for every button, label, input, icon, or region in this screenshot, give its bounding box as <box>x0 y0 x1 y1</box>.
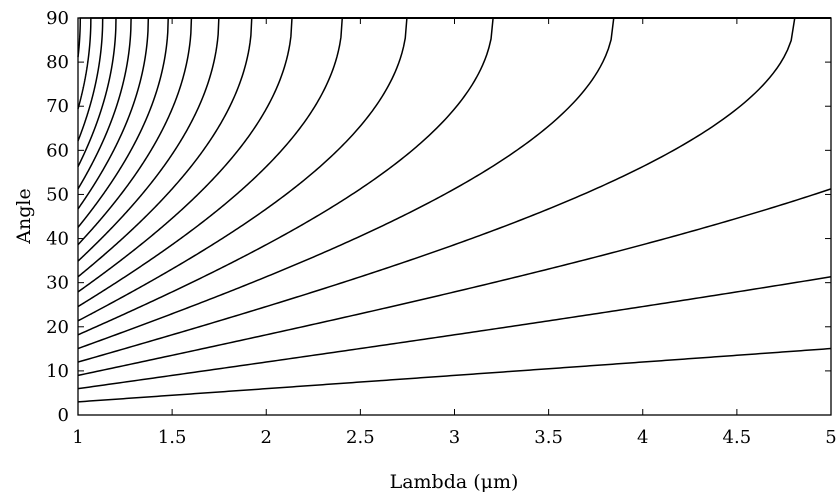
series-line-order-4 <box>77 17 831 363</box>
series-lines <box>77 17 832 403</box>
series-line-order-15 <box>77 17 831 190</box>
axis-ticks <box>77 17 832 416</box>
x-tick-label: 2 <box>261 427 272 448</box>
y-tick-label: 40 <box>46 229 69 250</box>
series-line-order-9 <box>77 17 831 293</box>
x-tick-label: 3.5 <box>534 427 563 448</box>
y-tick-label: 60 <box>46 140 69 161</box>
series-line-order-3 <box>77 188 832 377</box>
series-line-order-1 <box>77 347 832 403</box>
y-tick-label: 50 <box>46 184 69 205</box>
series-line-order-8 <box>77 17 831 308</box>
x-tick-label: 1.5 <box>158 427 187 448</box>
series-line-order-12 <box>77 17 831 246</box>
series-line-order-16 <box>77 17 831 167</box>
series-line-order-18 <box>77 17 831 110</box>
x-tick-label: 4.5 <box>723 427 752 448</box>
series-line-order-11 <box>77 17 831 262</box>
series-line-order-13 <box>77 17 831 228</box>
x-tick-label: 5 <box>825 427 836 448</box>
x-tick-label: 4 <box>637 427 648 448</box>
y-tick-label: 90 <box>46 8 69 29</box>
y-tick-label: 0 <box>58 405 69 426</box>
y-tick-label: 10 <box>46 361 69 382</box>
x-tick-label: 2.5 <box>346 427 375 448</box>
x-tick-label: 1 <box>72 427 83 448</box>
series-line-order-5 <box>77 17 831 350</box>
y-tick-label: 80 <box>46 52 69 73</box>
y-tick-label: 70 <box>46 96 69 117</box>
series-line-order-2 <box>77 276 832 390</box>
series-line-order-14 <box>77 17 831 210</box>
series-line-order-10 <box>77 17 831 278</box>
y-tick-label: 30 <box>46 273 69 294</box>
y-tick-label: 20 <box>46 317 69 338</box>
series-line-order-7 <box>77 17 831 322</box>
x-tick-label: 3 <box>449 427 460 448</box>
y-axis-label: Angle <box>13 188 35 244</box>
plot-frame <box>77 17 832 416</box>
x-axis-label: Lambda (μm) <box>390 471 519 493</box>
series-line-order-6 <box>77 17 831 336</box>
series-line-order-17 <box>77 17 831 142</box>
